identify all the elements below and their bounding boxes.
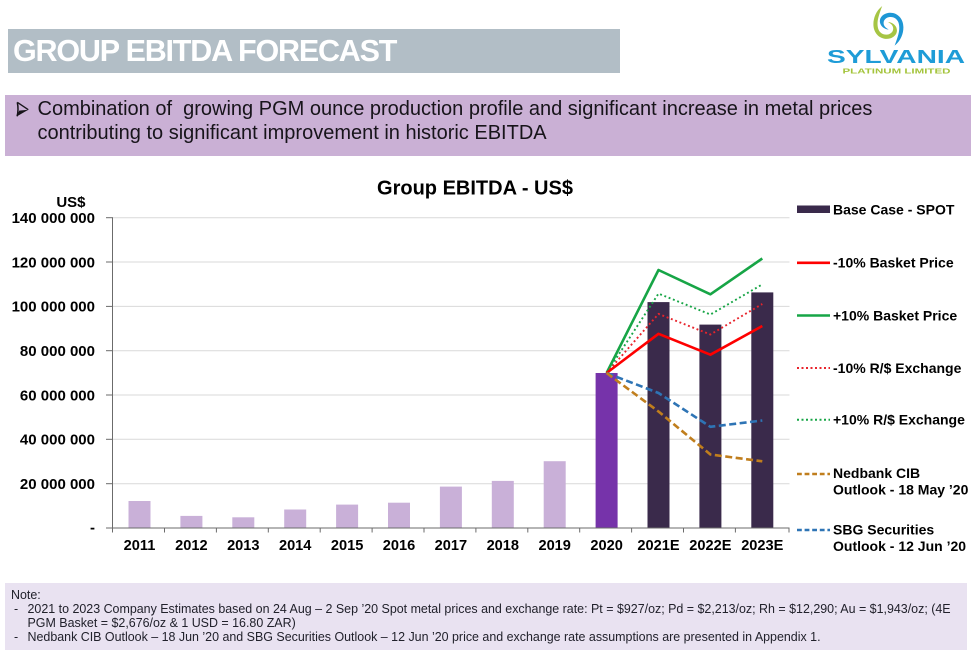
svg-text:+10% Basket Price: +10% Basket Price xyxy=(833,307,957,323)
svg-text:2017: 2017 xyxy=(435,538,467,554)
svg-text:40 000 000: 40 000 000 xyxy=(20,432,95,449)
svg-text:Nedbank CIB: Nedbank CIB xyxy=(833,465,920,481)
svg-text:2016: 2016 xyxy=(383,538,415,554)
svg-text:Base Case - SPOT: Base Case - SPOT xyxy=(833,201,955,217)
svg-text:20 000 000: 20 000 000 xyxy=(20,476,95,493)
svg-text:100 000 000: 100 000 000 xyxy=(12,299,95,316)
svg-text:2021E: 2021E xyxy=(637,538,679,554)
svg-text:US$: US$ xyxy=(56,194,86,211)
svg-text:80 000 000: 80 000 000 xyxy=(20,343,95,360)
svg-text:2013: 2013 xyxy=(227,538,259,554)
svg-text:140 000 000: 140 000 000 xyxy=(12,210,95,227)
svg-text:-10% R/$ Exchange: -10% R/$ Exchange xyxy=(833,360,962,376)
svg-text:-: - xyxy=(90,520,95,537)
svg-text:60 000 000: 60 000 000 xyxy=(20,387,95,404)
svg-text:Group EBITDA - US$: Group EBITDA - US$ xyxy=(377,178,573,200)
svg-text:2019: 2019 xyxy=(538,538,570,554)
svg-text:SBG Securities: SBG Securities xyxy=(833,521,934,537)
svg-text:2012: 2012 xyxy=(175,538,207,554)
svg-text:2011: 2011 xyxy=(124,538,156,554)
svg-text:-10% Basket Price: -10% Basket Price xyxy=(833,255,954,271)
svg-text:PLATINUM LIMITED: PLATINUM LIMITED xyxy=(843,69,951,76)
svg-text:2015: 2015 xyxy=(331,538,363,554)
svg-text:Outlook - 18 May ’20: Outlook - 18 May ’20 xyxy=(833,481,969,497)
svg-text:2018: 2018 xyxy=(487,538,519,554)
svg-text:2022E: 2022E xyxy=(689,538,731,554)
svg-text:2023E: 2023E xyxy=(741,538,783,554)
svg-text:2020: 2020 xyxy=(590,538,622,554)
svg-text:2014: 2014 xyxy=(279,538,312,554)
svg-text:Outlook - 12 Jun ’20: Outlook - 12 Jun ’20 xyxy=(833,538,966,554)
svg-text:SYLVANIA: SYLVANIA xyxy=(827,46,965,67)
svg-text:120 000 000: 120 000 000 xyxy=(12,254,95,271)
svg-text:+10% R/$ Exchange: +10% R/$ Exchange xyxy=(833,412,965,428)
